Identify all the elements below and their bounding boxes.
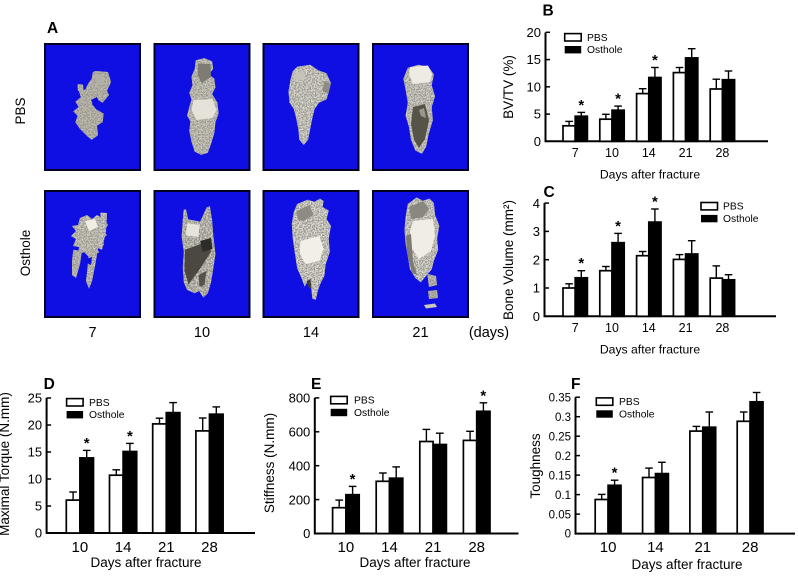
svg-text:C: C bbox=[544, 184, 555, 201]
svg-text:10: 10 bbox=[605, 146, 619, 160]
svg-text:PBS: PBS bbox=[354, 396, 375, 407]
svg-text:Osthole: Osthole bbox=[18, 230, 33, 277]
svg-text:*: * bbox=[615, 91, 621, 108]
svg-text:21: 21 bbox=[694, 539, 711, 556]
svg-text:0: 0 bbox=[533, 309, 540, 324]
svg-text:0.3: 0.3 bbox=[555, 412, 571, 424]
svg-text:Osthole: Osthole bbox=[619, 410, 655, 421]
svg-text:D: D bbox=[44, 376, 55, 393]
svg-text:BV/TV (%): BV/TV (%) bbox=[501, 55, 516, 119]
svg-text:10: 10 bbox=[605, 321, 619, 335]
svg-text:7: 7 bbox=[572, 321, 579, 335]
svg-text:Osthole: Osthole bbox=[723, 214, 759, 225]
svg-text:Stiffness (N.mm): Stiffness (N.mm) bbox=[262, 413, 277, 513]
svg-text:10: 10 bbox=[72, 539, 89, 556]
svg-text:*: * bbox=[578, 97, 584, 114]
svg-text:*: * bbox=[480, 387, 486, 404]
svg-text:600: 600 bbox=[289, 424, 311, 439]
svg-text:F: F bbox=[571, 376, 580, 393]
svg-text:*: * bbox=[84, 435, 90, 452]
svg-text:4: 4 bbox=[533, 196, 540, 211]
svg-text:Osthole: Osthole bbox=[354, 408, 390, 419]
svg-text:10: 10 bbox=[28, 472, 42, 487]
svg-text:21: 21 bbox=[679, 321, 693, 335]
svg-text:*: * bbox=[652, 52, 658, 69]
svg-text:5: 5 bbox=[35, 499, 42, 514]
svg-text:10: 10 bbox=[194, 325, 210, 341]
svg-text:E: E bbox=[311, 376, 321, 393]
svg-text:3: 3 bbox=[533, 224, 540, 239]
svg-text:*: * bbox=[615, 218, 621, 235]
svg-text:2: 2 bbox=[533, 252, 540, 267]
svg-text:A: A bbox=[47, 20, 58, 37]
svg-text:0.05: 0.05 bbox=[549, 509, 571, 521]
svg-text:14: 14 bbox=[115, 539, 132, 556]
svg-text:21: 21 bbox=[412, 325, 428, 341]
svg-text:Maximal Torque (N.mm): Maximal Torque (N.mm) bbox=[0, 392, 12, 536]
svg-text:Days after fracture: Days after fracture bbox=[359, 555, 470, 570]
svg-text:0.25: 0.25 bbox=[549, 431, 571, 443]
svg-text:5: 5 bbox=[534, 107, 541, 122]
svg-text:21: 21 bbox=[425, 539, 442, 556]
svg-text:PBS: PBS bbox=[587, 33, 608, 44]
svg-text:28: 28 bbox=[201, 539, 218, 556]
svg-text:Days after fracture: Days after fracture bbox=[90, 555, 201, 570]
svg-text:Bone Volume (mm²): Bone Volume (mm²) bbox=[501, 200, 516, 320]
svg-text:28: 28 bbox=[742, 539, 759, 556]
svg-text:400: 400 bbox=[289, 458, 311, 473]
svg-text:*: * bbox=[612, 465, 618, 482]
svg-text:20: 20 bbox=[28, 418, 42, 433]
svg-text:28: 28 bbox=[715, 321, 729, 335]
svg-text:25: 25 bbox=[28, 391, 42, 406]
svg-text:*: * bbox=[127, 428, 133, 445]
svg-text:14: 14 bbox=[642, 146, 656, 160]
svg-text:0: 0 bbox=[35, 526, 42, 541]
svg-text:14: 14 bbox=[642, 321, 656, 335]
svg-text:0: 0 bbox=[303, 526, 310, 541]
svg-text:Days after fracture: Days after fracture bbox=[600, 343, 700, 357]
svg-text:20: 20 bbox=[527, 25, 541, 40]
svg-text:PBS: PBS bbox=[13, 97, 28, 124]
svg-text:B: B bbox=[543, 3, 554, 20]
svg-text:0.35: 0.35 bbox=[549, 392, 571, 404]
svg-text:28: 28 bbox=[468, 539, 485, 556]
svg-text:0: 0 bbox=[565, 529, 571, 541]
svg-text:10: 10 bbox=[600, 539, 617, 556]
svg-text:14: 14 bbox=[647, 539, 664, 556]
svg-text:21: 21 bbox=[679, 146, 693, 160]
svg-text:*: * bbox=[350, 471, 356, 488]
svg-text:14: 14 bbox=[381, 539, 398, 556]
svg-text:*: * bbox=[578, 255, 584, 272]
svg-text:*: * bbox=[652, 194, 658, 211]
svg-text:PBS: PBS bbox=[619, 397, 640, 408]
svg-text:Toughness: Toughness bbox=[528, 433, 543, 499]
svg-text:15: 15 bbox=[527, 52, 541, 67]
svg-text:1: 1 bbox=[533, 281, 540, 296]
svg-text:10: 10 bbox=[338, 539, 355, 556]
svg-text:PBS: PBS bbox=[89, 398, 110, 409]
svg-text:Days after fracture: Days after fracture bbox=[600, 168, 700, 182]
svg-text:Osthole: Osthole bbox=[587, 45, 623, 56]
svg-text:Osthole: Osthole bbox=[89, 410, 125, 421]
svg-text:28: 28 bbox=[715, 146, 729, 160]
svg-text:21: 21 bbox=[158, 539, 175, 556]
svg-text:0.15: 0.15 bbox=[549, 470, 571, 482]
svg-text:0.2: 0.2 bbox=[555, 451, 571, 463]
svg-text:PBS: PBS bbox=[723, 202, 744, 213]
svg-text:0.1: 0.1 bbox=[555, 490, 571, 502]
svg-text:0: 0 bbox=[534, 134, 541, 149]
svg-text:14: 14 bbox=[303, 325, 319, 341]
svg-text:800: 800 bbox=[289, 391, 311, 406]
svg-text:7: 7 bbox=[572, 146, 579, 160]
svg-text:7: 7 bbox=[88, 325, 96, 341]
svg-text:10: 10 bbox=[527, 79, 541, 94]
svg-text:Days after fracture: Days after fracture bbox=[631, 557, 742, 572]
svg-text:15: 15 bbox=[28, 445, 42, 460]
svg-text:(days): (days) bbox=[469, 325, 509, 341]
svg-text:200: 200 bbox=[289, 492, 311, 507]
